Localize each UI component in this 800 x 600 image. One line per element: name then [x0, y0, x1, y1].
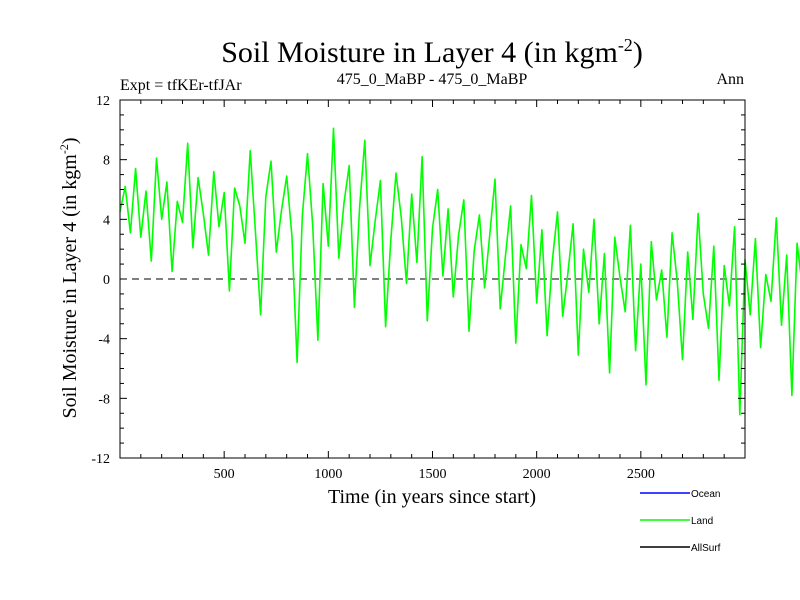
plot-area: -12 -8 -4 0 4 8 12 500 1000 1500 2000 2500 — [91, 94, 800, 482]
legend-label-allsurf: AllSurf — [691, 543, 721, 554]
chart-title-sup: -2 — [618, 35, 633, 55]
x-tick-label: 2500 — [627, 467, 655, 482]
series-line-land — [119, 127, 800, 416]
y-tick-label: -12 — [91, 452, 110, 467]
y-tick-label: 0 — [103, 273, 110, 288]
subtitle-center: 475_0_MaBP - 475_0_MaBP — [337, 71, 528, 88]
chart-title-main: Soil Moisture in Layer 4 (in kgm — [221, 36, 618, 69]
chart-title: Soil Moisture in Layer 4 (in kgm-2) — [221, 35, 643, 69]
subtitle-right: Ann — [716, 71, 744, 88]
y-tick-label: 4 — [103, 213, 110, 228]
y-axis-label: Soil Moisture in Layer 4 (in kgm-2) — [57, 137, 81, 418]
x-tick-label: 500 — [214, 467, 235, 482]
legend-label-land: Land — [691, 516, 713, 527]
y-axis-label-sup: -2 — [57, 144, 71, 154]
y-tick-label: -4 — [98, 333, 110, 348]
subtitle-left: Expt = tfKEr-tfJAr — [120, 77, 242, 94]
y-axis-label-main: Soil Moisture in Layer 4 (in kgm — [59, 154, 81, 419]
legend: Ocean Land AllSurf — [640, 489, 721, 554]
y-tick-label: 8 — [103, 154, 110, 169]
x-tick-label: 2000 — [523, 467, 551, 482]
x-axis-label: Time (in years since start) — [328, 486, 536, 508]
y-tick-label: -8 — [98, 392, 110, 407]
y-tick-label: 12 — [96, 94, 110, 109]
x-tick-label: 1500 — [419, 467, 447, 482]
chart-title-suffix: ) — [633, 36, 643, 69]
x-tick-label: 1000 — [314, 467, 342, 482]
legend-label-ocean: Ocean — [691, 489, 720, 500]
y-axis-label-suffix: ) — [59, 137, 81, 144]
